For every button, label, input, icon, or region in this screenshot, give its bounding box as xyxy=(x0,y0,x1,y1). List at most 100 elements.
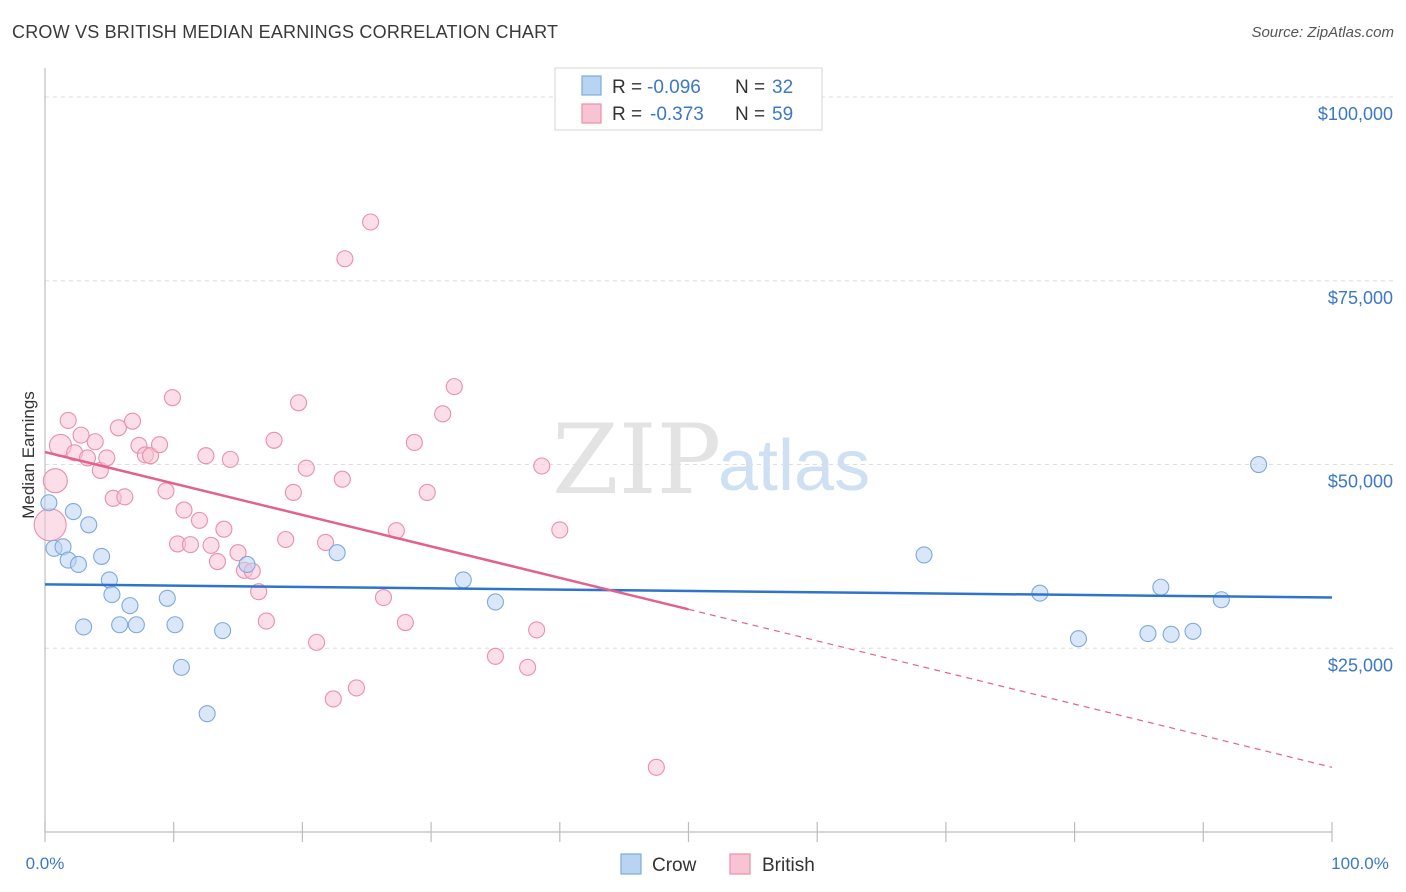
gridlines xyxy=(45,96,1393,649)
british-point xyxy=(72,426,90,444)
british-point xyxy=(324,690,342,708)
legend-british-n-label: N = xyxy=(735,104,765,125)
british-point xyxy=(308,633,326,651)
british-point xyxy=(551,521,569,539)
british-point xyxy=(418,483,436,502)
british-point xyxy=(277,530,295,549)
watermark-atlas: atlas xyxy=(718,426,870,506)
legend-swatch-crow xyxy=(581,75,602,96)
british-point xyxy=(257,612,275,630)
british-point xyxy=(289,394,308,412)
british-point xyxy=(141,447,160,465)
legend-crow-r-label: R = xyxy=(612,77,642,98)
crow-point xyxy=(166,616,184,634)
crow-point xyxy=(1212,591,1230,609)
british-point xyxy=(221,450,239,468)
crow-point xyxy=(158,589,176,607)
crow-point xyxy=(1162,625,1180,643)
y-tick-labels: $25,000 $50,000 $75,000 $100,000 xyxy=(1318,104,1393,675)
british-point xyxy=(445,378,463,396)
crow-point xyxy=(1250,455,1268,474)
crow-point xyxy=(69,555,88,574)
crow-point xyxy=(80,516,98,534)
bottom-legend-british: British xyxy=(762,855,815,876)
bottom-legend: Crow British xyxy=(620,853,815,876)
y-tick-label: $75,000 xyxy=(1328,288,1393,308)
watermark-zip: ZIP xyxy=(552,404,721,516)
british-point xyxy=(229,544,247,562)
british-point xyxy=(486,647,505,665)
crow-point xyxy=(1069,630,1088,648)
legend-crow-r-value: -0.096 xyxy=(647,77,701,98)
british-point xyxy=(190,511,208,529)
british-point xyxy=(333,470,351,488)
x-tick-label-max: 100.0% xyxy=(1331,854,1389,873)
british-point xyxy=(347,679,366,697)
british-point xyxy=(197,447,215,465)
crow-point xyxy=(75,618,93,636)
british-point xyxy=(109,419,127,437)
x-tick-label-min: 0.0% xyxy=(26,854,65,873)
british-point xyxy=(647,758,665,776)
british-point xyxy=(396,613,414,632)
legend: R = -0.096 N = 32 R = -0.373 N = 59 xyxy=(554,67,823,131)
crow-point xyxy=(486,593,505,611)
crow-point xyxy=(198,705,216,723)
bottom-legend-swatch-british xyxy=(729,853,751,875)
y-tick-label: $100,000 xyxy=(1318,104,1393,124)
legend-british-r-value: -0.373 xyxy=(650,104,704,125)
crow-point xyxy=(214,622,232,640)
chart-title: CROW VS BRITISH MEDIAN EARNINGS CORRELAT… xyxy=(12,22,559,42)
legend-british-r-label: R = xyxy=(612,104,642,125)
crow-point xyxy=(1184,622,1202,640)
crow-point xyxy=(1031,584,1049,602)
bottom-legend-crow: Crow xyxy=(652,855,697,876)
british-point xyxy=(33,508,67,542)
british-point xyxy=(374,589,393,607)
british-point xyxy=(297,459,315,477)
british-point xyxy=(175,501,193,519)
source-label: Source: ZipAtlas.com xyxy=(1251,24,1394,41)
british-point xyxy=(265,431,283,449)
crow-point xyxy=(93,547,111,565)
british-point xyxy=(123,412,142,430)
british-point xyxy=(98,449,116,467)
british-point xyxy=(181,536,199,554)
x-ticks xyxy=(44,822,1333,842)
legend-crow-n-value: 32 xyxy=(772,77,793,98)
crow-trend-line xyxy=(44,583,1333,599)
trend-lines xyxy=(44,450,1333,768)
crow-point xyxy=(121,597,139,615)
crow-point xyxy=(915,546,933,564)
y-tick-label: $25,000 xyxy=(1328,655,1393,675)
british-point xyxy=(86,433,104,451)
british-point xyxy=(59,411,77,429)
british-point xyxy=(42,468,68,494)
y-axis-label: Median Earnings xyxy=(19,391,38,519)
crow-point xyxy=(238,555,256,574)
british-point xyxy=(215,520,233,538)
british-point xyxy=(317,533,335,551)
british-point xyxy=(336,250,354,268)
british-point xyxy=(157,482,175,500)
y-tick-label: $50,000 xyxy=(1328,472,1393,492)
crow-point xyxy=(1139,625,1157,643)
british-point xyxy=(208,552,227,571)
crow-point xyxy=(127,616,145,634)
bottom-legend-swatch-crow xyxy=(620,853,642,875)
british-trend-extension xyxy=(688,608,1333,768)
crow-point xyxy=(103,586,121,604)
crow-point xyxy=(454,571,472,589)
crow-point xyxy=(64,503,82,521)
legend-swatch-british xyxy=(581,103,602,124)
british-point xyxy=(362,213,380,231)
british-point xyxy=(284,483,302,502)
legend-british-n-value: 59 xyxy=(772,104,793,125)
crow-point xyxy=(40,494,58,512)
british-point xyxy=(434,405,452,423)
british-point xyxy=(405,433,423,452)
british-trend-line xyxy=(44,450,689,611)
british-point xyxy=(533,457,551,475)
british-point xyxy=(163,389,181,407)
